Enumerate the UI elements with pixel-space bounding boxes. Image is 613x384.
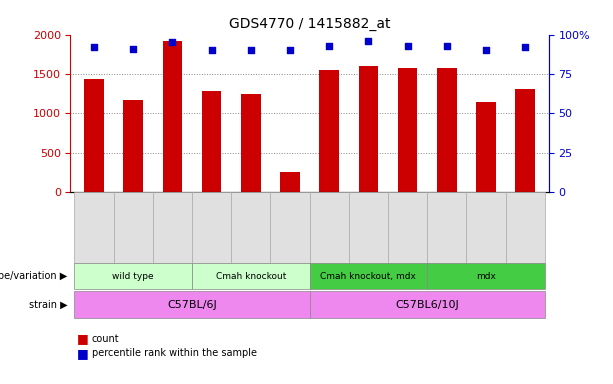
Text: ■: ■ <box>77 332 88 345</box>
Bar <box>84 79 104 192</box>
Point <box>207 47 216 53</box>
Text: genotype/variation ▶: genotype/variation ▶ <box>0 271 67 281</box>
Bar <box>437 68 457 192</box>
Text: mdx: mdx <box>476 271 496 281</box>
Bar <box>202 91 221 192</box>
Text: C57BL6/10J: C57BL6/10J <box>395 300 459 310</box>
Bar <box>516 89 535 192</box>
Point <box>364 38 373 44</box>
Text: C57BL/6J: C57BL/6J <box>167 300 217 310</box>
Title: GDS4770 / 1415882_at: GDS4770 / 1415882_at <box>229 17 390 31</box>
Point <box>403 43 413 49</box>
Point <box>89 44 99 50</box>
Text: percentile rank within the sample: percentile rank within the sample <box>92 348 257 358</box>
Bar <box>319 70 339 192</box>
Bar <box>162 41 182 192</box>
Text: strain ▶: strain ▶ <box>29 300 67 310</box>
Point <box>246 47 256 53</box>
Bar <box>359 66 378 192</box>
Point <box>520 44 530 50</box>
Point <box>128 46 138 52</box>
Text: ■: ■ <box>77 347 88 360</box>
Text: Cmah knockout, mdx: Cmah knockout, mdx <box>321 271 416 281</box>
Bar <box>476 102 496 192</box>
Bar <box>280 172 300 192</box>
Point <box>167 40 177 46</box>
Text: Cmah knockout: Cmah knockout <box>216 271 286 281</box>
Bar <box>398 68 417 192</box>
Point <box>442 43 452 49</box>
Bar <box>241 94 261 192</box>
Point <box>285 47 295 53</box>
Point <box>324 43 334 49</box>
Point <box>481 47 491 53</box>
Bar <box>123 99 143 192</box>
Text: wild type: wild type <box>112 271 154 281</box>
Text: count: count <box>92 334 120 344</box>
